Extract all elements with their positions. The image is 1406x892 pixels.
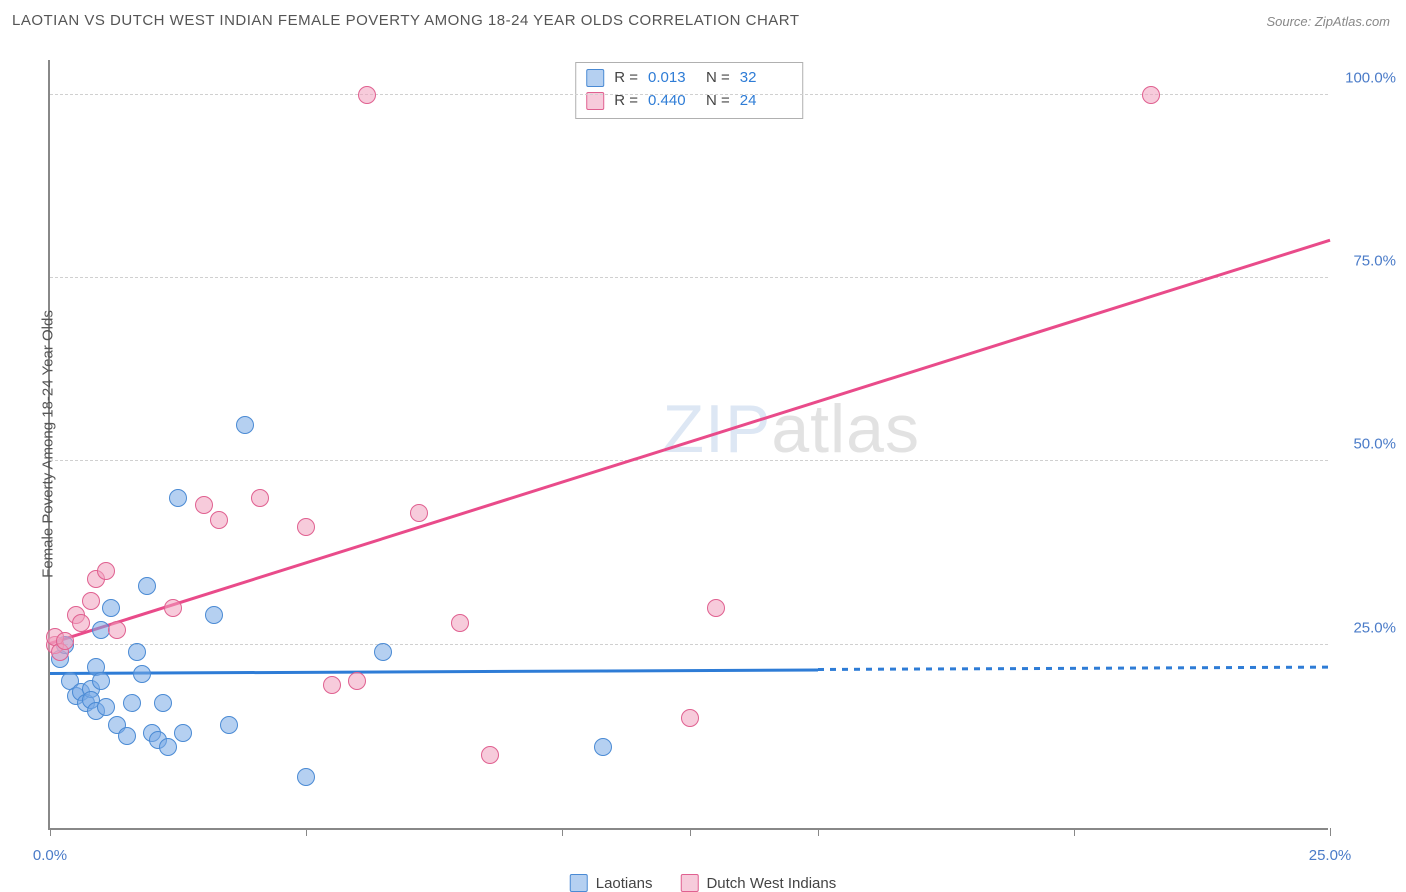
x-tick [562, 828, 563, 836]
gridline [50, 644, 1328, 645]
data-point [594, 738, 612, 756]
x-tick [50, 828, 51, 836]
data-point [72, 614, 90, 632]
y-axis-label: Female Poverty Among 18-24 Year Olds [40, 310, 57, 578]
data-point [481, 746, 499, 764]
x-tick [1074, 828, 1075, 836]
data-point [92, 672, 110, 690]
legend-item: Laotians [570, 874, 653, 892]
legend-label: Dutch West Indians [706, 875, 836, 892]
data-point [323, 676, 341, 694]
plot-area: Female Poverty Among 18-24 Year Olds ZIP… [48, 60, 1328, 830]
data-point [374, 643, 392, 661]
watermark-text-b: atlas [771, 391, 920, 467]
swatch-pink-icon [680, 874, 698, 892]
data-point [97, 562, 115, 580]
swatch-blue-icon [570, 874, 588, 892]
correlation-chart: LAOTIAN VS DUTCH WEST INDIAN FEMALE POVE… [0, 0, 1406, 892]
data-point [154, 694, 172, 712]
stats-box: R = 0.013 N = 32 R = 0.440 N = 24 [575, 62, 803, 119]
gridline [50, 460, 1328, 461]
y-tick-label: 100.0% [1345, 69, 1396, 86]
x-tick [690, 828, 691, 836]
data-point [123, 694, 141, 712]
r-value: 0.013 [648, 67, 696, 90]
data-point [82, 592, 100, 610]
n-label: N = [706, 67, 730, 90]
r-label: R = [614, 67, 638, 90]
swatch-blue-icon [586, 69, 604, 87]
legend: Laotians Dutch West Indians [570, 874, 837, 892]
data-point [108, 621, 126, 639]
data-point [138, 577, 156, 595]
data-point [251, 489, 269, 507]
source-attribution: Source: ZipAtlas.com [1266, 14, 1390, 29]
trendline [818, 666, 1330, 671]
legend-item: Dutch West Indians [680, 874, 836, 892]
data-point [348, 672, 366, 690]
data-point [97, 698, 115, 716]
watermark-text-a: ZIP [663, 391, 772, 467]
data-point [195, 496, 213, 514]
data-point [174, 724, 192, 742]
data-point [451, 614, 469, 632]
gridline [50, 94, 1328, 95]
data-point [128, 643, 146, 661]
data-point [133, 665, 151, 683]
chart-title: LAOTIAN VS DUTCH WEST INDIAN FEMALE POVE… [12, 12, 800, 29]
data-point [56, 632, 74, 650]
data-point [159, 738, 177, 756]
data-point [236, 416, 254, 434]
data-point [358, 86, 376, 104]
data-point [169, 489, 187, 507]
x-tick [818, 828, 819, 836]
x-tick-label: 25.0% [1309, 847, 1352, 864]
data-point [164, 599, 182, 617]
data-point [297, 768, 315, 786]
data-point [707, 599, 725, 617]
y-tick-label: 75.0% [1353, 253, 1396, 270]
data-point [205, 606, 223, 624]
y-tick-label: 50.0% [1353, 436, 1396, 453]
y-tick-label: 25.0% [1353, 619, 1396, 636]
gridline [50, 277, 1328, 278]
trendline [50, 668, 818, 674]
x-tick [1330, 828, 1331, 836]
data-point [681, 709, 699, 727]
n-value: 32 [740, 67, 788, 90]
data-point [297, 518, 315, 536]
x-tick-label: 0.0% [33, 847, 67, 864]
data-point [410, 504, 428, 522]
data-point [118, 727, 136, 745]
legend-label: Laotians [596, 875, 653, 892]
stats-row: R = 0.013 N = 32 [586, 67, 788, 90]
trendline [50, 239, 1331, 645]
data-point [102, 599, 120, 617]
data-point [220, 716, 238, 734]
x-tick [306, 828, 307, 836]
data-point [1142, 86, 1160, 104]
watermark: ZIPatlas [663, 390, 920, 468]
data-point [210, 511, 228, 529]
